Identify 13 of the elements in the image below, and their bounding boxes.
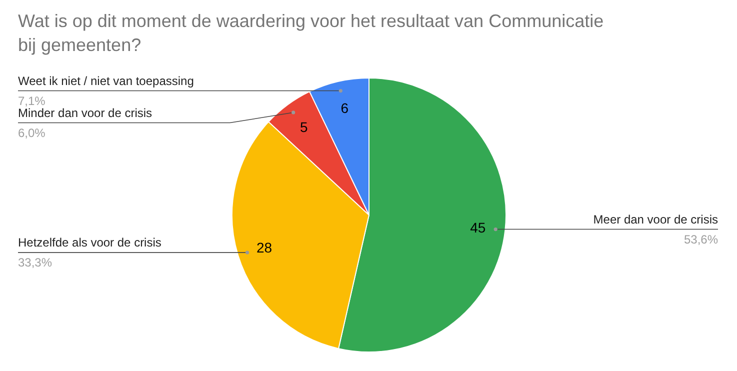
text: 33,3% xyxy=(18,256,52,270)
slice-label: Hetzelfde als voor de crisis xyxy=(18,236,162,250)
text: 53,6% xyxy=(684,232,718,246)
data-label: 6 xyxy=(340,100,349,116)
text: 7,1% xyxy=(18,94,46,108)
slice-label: Minder dan voor de crisis xyxy=(18,106,152,120)
slice-label: Meer dan voor de crisis xyxy=(593,212,718,226)
data-label: 45 xyxy=(470,219,486,236)
chart-title: Wat is op dit moment de waardering voor het resultaat van Communicatie bij gemeenten? xyxy=(18,11,604,55)
text: 6,0% xyxy=(18,126,46,140)
slice-label: Weet ik niet / niet van toepassing xyxy=(18,74,194,88)
data-label: 28 xyxy=(256,239,272,256)
data-label: 5 xyxy=(300,118,308,135)
